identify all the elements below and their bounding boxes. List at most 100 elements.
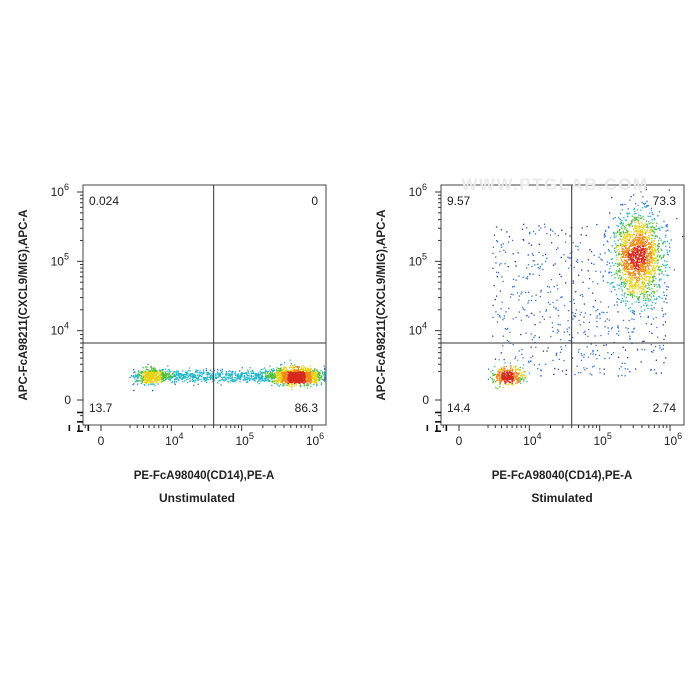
scatter-point xyxy=(655,260,657,263)
scatter-point xyxy=(215,374,217,376)
scatter-point xyxy=(259,374,261,376)
scatter-point xyxy=(633,253,635,255)
scatter-point xyxy=(248,377,250,379)
scatter-point xyxy=(638,250,640,253)
scatter-point xyxy=(624,285,626,287)
scatter-point xyxy=(506,374,509,377)
scatter-point xyxy=(506,384,508,386)
scatter-point xyxy=(258,383,260,385)
scatter-point xyxy=(627,276,629,279)
scatter-point xyxy=(497,372,499,375)
scatter-point xyxy=(151,369,153,371)
scatter-point xyxy=(649,215,651,218)
scatter-point xyxy=(191,378,193,381)
scatter-point xyxy=(293,379,295,381)
scatter-point xyxy=(285,381,287,384)
scatter-point xyxy=(151,367,153,370)
scatter-point xyxy=(522,367,524,369)
scatter-point xyxy=(628,259,630,261)
scatter-point xyxy=(499,371,502,373)
scatter-point xyxy=(156,376,158,379)
scatter-point xyxy=(632,240,634,242)
scatter-point xyxy=(262,368,264,370)
scatter-point xyxy=(655,250,657,252)
scatter-point xyxy=(324,380,326,382)
scatter-point xyxy=(307,367,309,369)
scatter-point xyxy=(641,238,644,240)
scatter-point xyxy=(504,373,506,375)
scatter-point xyxy=(637,285,639,287)
scatter-point xyxy=(647,255,649,257)
scatter-point xyxy=(502,374,504,376)
scatter-point xyxy=(644,229,646,231)
scatter-point xyxy=(617,297,619,300)
scatter-point xyxy=(617,264,620,266)
scatter-point xyxy=(313,371,315,373)
scatter-point xyxy=(228,381,230,383)
scatter-point xyxy=(245,378,248,380)
scatter-point xyxy=(638,253,641,255)
scatter-point xyxy=(275,373,278,375)
scatter-point xyxy=(153,373,155,375)
scatter-point xyxy=(167,378,169,380)
scatter-point xyxy=(209,378,211,381)
scatter-point xyxy=(306,380,308,382)
scatter-point xyxy=(626,280,628,283)
scatter-point xyxy=(294,373,297,375)
scatter-point xyxy=(274,376,277,378)
scatter-point xyxy=(505,372,508,374)
scatter-point xyxy=(277,384,279,386)
scatter-point xyxy=(175,371,177,373)
scatter-point xyxy=(272,378,274,380)
scatter-point xyxy=(635,217,637,219)
scatter-point xyxy=(644,241,647,243)
scatter-point xyxy=(512,369,514,371)
scatter-point xyxy=(176,373,178,376)
scatter-point xyxy=(634,295,636,297)
scatter-point xyxy=(138,380,140,382)
scatter-point xyxy=(641,231,643,233)
scatter-point xyxy=(152,376,154,378)
scatter-point xyxy=(625,219,628,221)
scatter-point xyxy=(237,375,239,377)
scatter-point xyxy=(176,370,178,372)
scatter-point xyxy=(267,371,269,374)
scatter-point xyxy=(313,381,315,383)
scatter-point xyxy=(494,373,497,376)
scatter-point xyxy=(144,375,146,378)
scatter-point xyxy=(269,374,271,376)
scatter-point xyxy=(504,370,506,372)
scatter-point xyxy=(520,371,522,373)
scatter-point xyxy=(652,252,654,254)
condition-label: Unstimulated xyxy=(159,491,235,505)
scatter-point xyxy=(296,370,298,373)
scatter-point xyxy=(603,373,605,375)
scatter-point xyxy=(206,381,208,383)
scatter-point xyxy=(632,251,634,254)
scatter-point xyxy=(202,377,205,379)
scatter-point xyxy=(638,264,640,266)
scatter-point xyxy=(624,248,627,250)
scatter-point xyxy=(258,375,260,377)
scatter-point xyxy=(657,262,659,264)
scatter-point xyxy=(496,295,498,297)
scatter-point xyxy=(510,381,512,383)
scatter-point xyxy=(248,374,250,377)
scatter-point xyxy=(651,235,653,237)
scatter-point xyxy=(233,379,235,381)
scatter-point xyxy=(144,376,146,379)
scatter-point xyxy=(520,319,523,321)
scatter-point xyxy=(588,328,590,331)
scatter-point xyxy=(634,225,636,227)
scatter-point xyxy=(285,375,287,378)
scatter-point xyxy=(290,366,293,368)
scatter-point xyxy=(629,255,632,258)
scatter-point xyxy=(617,216,620,219)
scatter-point xyxy=(639,266,641,268)
scatter-point xyxy=(270,375,272,377)
scatter-point xyxy=(153,367,155,369)
scatter-point xyxy=(295,374,297,376)
scatter-point xyxy=(626,279,628,282)
scatter-point xyxy=(619,279,622,281)
scatter-point xyxy=(633,247,635,250)
